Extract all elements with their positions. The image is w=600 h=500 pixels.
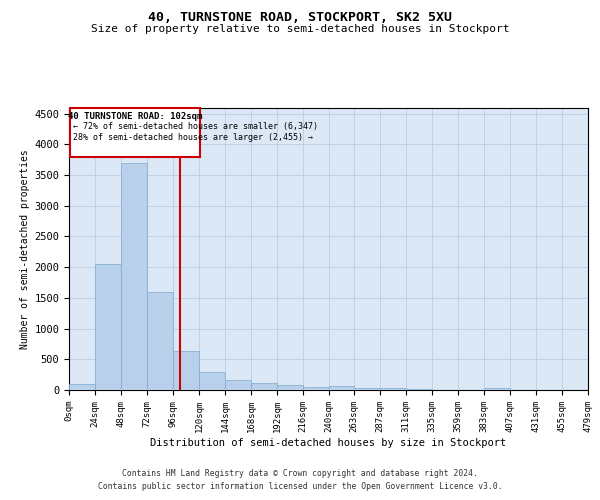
Bar [251,383,277,390]
X-axis label: Distribution of semi-detached houses by size in Stockport: Distribution of semi-detached houses by … [151,438,506,448]
Bar [199,372,225,390]
Text: 40, TURNSTONE ROAD, STOCKPORT, SK2 5XU: 40, TURNSTONE ROAD, STOCKPORT, SK2 5XU [148,11,452,24]
Bar [277,385,303,390]
Bar [303,386,329,390]
Bar [484,388,510,390]
Y-axis label: Number of semi-detached properties: Number of semi-detached properties [20,149,30,348]
Text: ← 72% of semi-detached houses are smaller (6,347): ← 72% of semi-detached houses are smalle… [73,122,319,131]
FancyBboxPatch shape [70,108,200,157]
Bar [69,384,95,390]
Bar [354,388,380,390]
Text: 28% of semi-detached houses are larger (2,455) →: 28% of semi-detached houses are larger (… [73,134,313,142]
Bar [95,264,121,390]
Bar [121,163,147,390]
Text: 40 TURNSTONE ROAD: 102sqm: 40 TURNSTONE ROAD: 102sqm [68,112,202,121]
Text: Contains public sector information licensed under the Open Government Licence v3: Contains public sector information licen… [98,482,502,491]
Bar [147,292,173,390]
Bar [225,380,251,390]
Text: Size of property relative to semi-detached houses in Stockport: Size of property relative to semi-detach… [91,24,509,34]
Bar [173,352,199,390]
Bar [380,388,406,390]
Text: Contains HM Land Registry data © Crown copyright and database right 2024.: Contains HM Land Registry data © Crown c… [122,468,478,477]
Bar [329,386,354,390]
